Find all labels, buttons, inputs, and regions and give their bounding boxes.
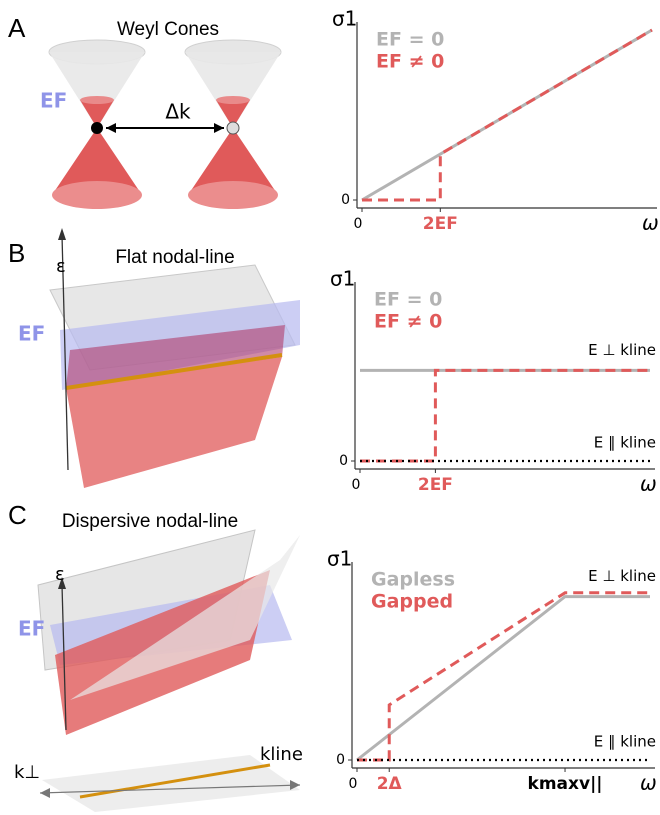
y-tick-label: 0 [336, 752, 345, 768]
y-axis-label: σ1 [327, 547, 352, 571]
fermi-label: EF [40, 89, 67, 113]
legend-entry: Gapped [371, 591, 453, 613]
x-tick-label: 2EF [423, 214, 458, 234]
fermi-label: EF [18, 322, 45, 346]
x-axis-label: ω [640, 771, 657, 795]
line-label: E ∥ kline [594, 733, 656, 751]
x-tick-label: 2Δ [377, 774, 403, 794]
y-axis-label: σ1 [330, 267, 355, 291]
x-tick-label: 0 [349, 776, 358, 792]
x-tick-label: 2EF [418, 475, 453, 495]
panel-title: Weyl Cones [117, 19, 219, 40]
delta-k-label: Δk [165, 100, 191, 124]
y-tick-label: 0 [339, 453, 348, 469]
weyl-cones-drawing [49, 40, 281, 209]
panel-title: Flat nodal-line [115, 247, 234, 268]
figure: A Weyl Cones EF Δk B Flat nodal-line ε E… [0, 0, 660, 815]
annotation: E ⊥ kline [588, 341, 656, 359]
panel-letter: A [8, 13, 26, 43]
legend-entry: EF ≠ 0 [374, 311, 442, 333]
epsilon-label: ε [55, 564, 65, 585]
panel-title: Dispersive nodal-line [62, 511, 238, 532]
x-axis-label: ω [642, 211, 659, 235]
y-axis-label: σ1 [332, 7, 357, 31]
legend-entry: EF = 0 [374, 289, 442, 311]
fermi-label: EF [18, 617, 45, 641]
x-tick-label: 0 [354, 216, 363, 232]
x-axis-label: ω [640, 472, 657, 496]
k-perp-label: k⊥ [14, 762, 40, 783]
k-line-label: kline [260, 744, 303, 765]
annotation: E ⊥ kline [588, 567, 656, 585]
legend-entry: EF ≠ 0 [376, 51, 444, 73]
epsilon-label: ε [56, 256, 66, 277]
y-tick-label: 0 [341, 192, 350, 208]
legend-entry: Gapless [371, 569, 455, 591]
panel-letter: B [8, 238, 25, 268]
legend-entry: EF = 0 [376, 29, 444, 51]
panel-letter: C [8, 500, 27, 530]
x-tick-label: kmaxv|| [528, 774, 603, 794]
dispersive-nodal-line-drawing [38, 530, 300, 812]
x-tick-label: 0 [352, 477, 361, 493]
line-label: E ∥ kline [594, 434, 656, 452]
